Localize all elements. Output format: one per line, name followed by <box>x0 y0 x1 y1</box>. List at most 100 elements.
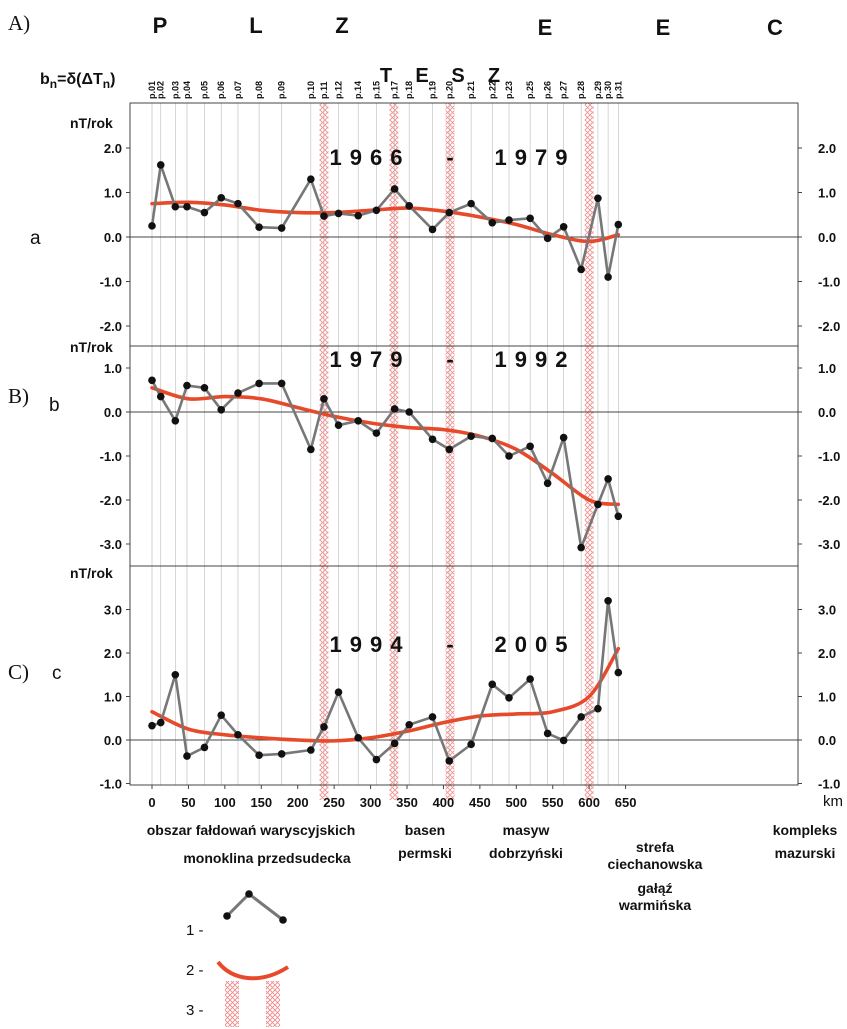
axis-ticks: 2.0 2.0 1.0 1.0 0.0 0.0 -1.0 -1.0 -2.0 -2.0 1.0 1.0… <box>100 141 841 810</box>
y-tick-label: 2.0 <box>104 141 122 156</box>
station-label: p.20 <box>444 81 454 99</box>
panel-frame <box>129 102 799 347</box>
station-label: p.01 <box>147 81 157 99</box>
tesz-letter-z: Z <box>488 65 500 87</box>
y-tick-label-right: 1.0 <box>818 690 836 705</box>
data-point <box>505 216 513 224</box>
data-point <box>526 442 534 451</box>
data-point <box>334 421 343 430</box>
station-label: p.11 <box>319 81 329 99</box>
data-point <box>320 212 328 220</box>
trend-curve <box>150 646 621 743</box>
legend: 1 - 2 - 3 - <box>186 890 290 1027</box>
y-tick-label-right: -1.0 <box>818 449 840 464</box>
data-point <box>390 739 399 748</box>
station-label: p.30 <box>603 81 613 99</box>
legend-symbol-point <box>223 912 231 920</box>
station-label: p.28 <box>576 81 586 99</box>
panel-letter-a: a <box>30 228 41 249</box>
data-point <box>604 475 612 483</box>
y-tick-label: -1.0 <box>100 275 122 290</box>
station-labels: p.01p.02 p.03 p.04 p.05 p.06 p.07 p.08 p.09 p.10… <box>147 81 623 99</box>
data-point <box>148 376 156 385</box>
region-label-strefa-2: ciechanowska <box>608 856 703 872</box>
station-label: p.31 <box>613 81 623 99</box>
y-tick-label-right: 0.0 <box>818 230 836 245</box>
data-point <box>390 405 399 413</box>
x-tick-label: 400 <box>433 795 455 810</box>
y-tick-label-right: -1.0 <box>818 275 840 290</box>
panel-letter-c: c <box>52 663 62 684</box>
y-tick-label: 1.0 <box>104 186 122 201</box>
data-line <box>150 379 620 549</box>
period-end-b: 1992 <box>495 347 576 372</box>
data-point <box>171 417 180 425</box>
data-point <box>200 384 209 392</box>
data-point <box>307 445 315 454</box>
station-label: p.08 <box>254 81 264 99</box>
data-point <box>577 713 585 721</box>
y-tick-label: 0.0 <box>104 230 122 245</box>
period-start-c: 1994 <box>330 632 411 657</box>
legend-symbol-zone <box>266 981 280 1027</box>
zone-letter-p: P <box>153 13 168 38</box>
y-tick-label: 0.0 <box>104 405 122 420</box>
station-label: p.12 <box>334 81 344 99</box>
zone-letter-z: Z <box>335 13 348 38</box>
data-point <box>354 211 362 220</box>
data-point <box>334 209 343 218</box>
data-point <box>307 746 315 754</box>
y-tick-label: 3.0 <box>104 603 122 618</box>
data-point <box>234 199 242 208</box>
data-point <box>277 750 286 758</box>
tesz-zone-band <box>389 103 399 800</box>
data-point <box>200 743 209 752</box>
region-labels: obszar fałdowań waryscyjskich monoklina … <box>147 822 838 913</box>
unit-label-b: nT/rok <box>70 339 113 355</box>
y-tick-label-right: -2.0 <box>818 319 840 334</box>
y-tick-label-right: 1.0 <box>818 186 836 201</box>
x-tick-label: 0 <box>148 795 155 810</box>
station-label: p.07 <box>233 81 243 99</box>
data-point <box>445 757 454 765</box>
station-label: p.25 <box>525 81 535 99</box>
data-point <box>320 723 328 731</box>
data-line <box>150 163 620 279</box>
y-tick-label-right: 1.0 <box>818 361 836 376</box>
data-point <box>614 668 623 677</box>
y-tick-label-right: -3.0 <box>818 537 840 552</box>
trend-curve <box>150 200 621 244</box>
region-label-masyw-2: dobrzyński <box>489 845 563 861</box>
station-label: p.17 <box>390 81 400 99</box>
series <box>148 161 623 765</box>
x-tick-label: 350 <box>396 795 418 810</box>
x-tick-label: 250 <box>323 795 345 810</box>
x-tick-label: 650 <box>615 795 637 810</box>
y-tick-label-right: 2.0 <box>818 141 836 156</box>
legend-label-3: 3 - <box>186 1002 204 1019</box>
station-label: p.22 <box>487 81 497 99</box>
data-point <box>559 222 568 231</box>
data-point <box>307 175 315 183</box>
figure-label-c: C) <box>8 660 29 684</box>
x-tick-label: 150 <box>250 795 272 810</box>
y-tick-label-right: 3.0 <box>818 603 836 618</box>
station-label: p.27 <box>559 81 569 99</box>
legend-symbol-zone <box>225 981 239 1027</box>
data-point <box>543 729 552 738</box>
data-point <box>390 185 399 193</box>
data-point <box>594 194 602 203</box>
legend-label-1: 1 - <box>186 922 204 939</box>
legend-symbol-data-line <box>225 892 284 922</box>
period-title-c: 1994 - 2005 <box>330 632 568 657</box>
data-point <box>372 429 381 437</box>
data-point <box>614 220 623 229</box>
y-tick-label: 0.0 <box>104 733 122 748</box>
data-point <box>594 500 602 509</box>
data-point <box>320 395 328 403</box>
legend-symbol-point <box>245 890 253 898</box>
data-point <box>372 206 381 215</box>
y-tick-label-right: -2.0 <box>818 493 840 508</box>
data-point <box>156 392 165 401</box>
